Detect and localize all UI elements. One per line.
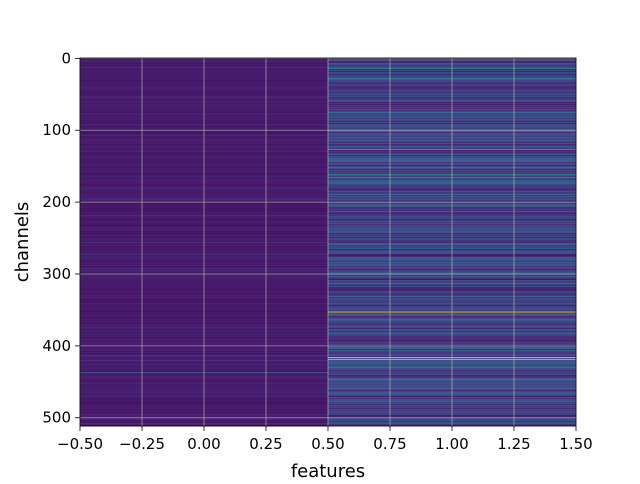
x-axis-ticks: −0.50 −0.25 0.00 0.25 0.50 0.75 1.00 1.25 1.50 bbox=[57, 426, 593, 453]
x-tick-label: −0.25 bbox=[119, 435, 165, 453]
y-axis-ticks: 0 100 200 300 400 500 bbox=[42, 49, 80, 427]
x-tick-label: 0.00 bbox=[187, 435, 220, 453]
y-tick-label: 100 bbox=[42, 121, 71, 139]
y-tick-label: 200 bbox=[42, 193, 71, 211]
x-tick-label: 1.50 bbox=[559, 435, 592, 453]
x-tick-label: 0.25 bbox=[249, 435, 282, 453]
y-axis-label: channels bbox=[12, 202, 33, 283]
x-tick-label: 1.00 bbox=[435, 435, 468, 453]
x-axis-label: features bbox=[291, 461, 365, 480]
x-tick-label: 0.75 bbox=[373, 435, 406, 453]
y-tick-label: 300 bbox=[42, 265, 71, 283]
x-tick-label: 0.50 bbox=[311, 435, 344, 453]
y-tick-label: 0 bbox=[61, 49, 71, 67]
y-tick-label: 400 bbox=[42, 337, 71, 355]
x-tick-label: 1.25 bbox=[497, 435, 530, 453]
x-tick-label: −0.50 bbox=[57, 435, 103, 453]
y-tick-label: 500 bbox=[42, 409, 71, 427]
